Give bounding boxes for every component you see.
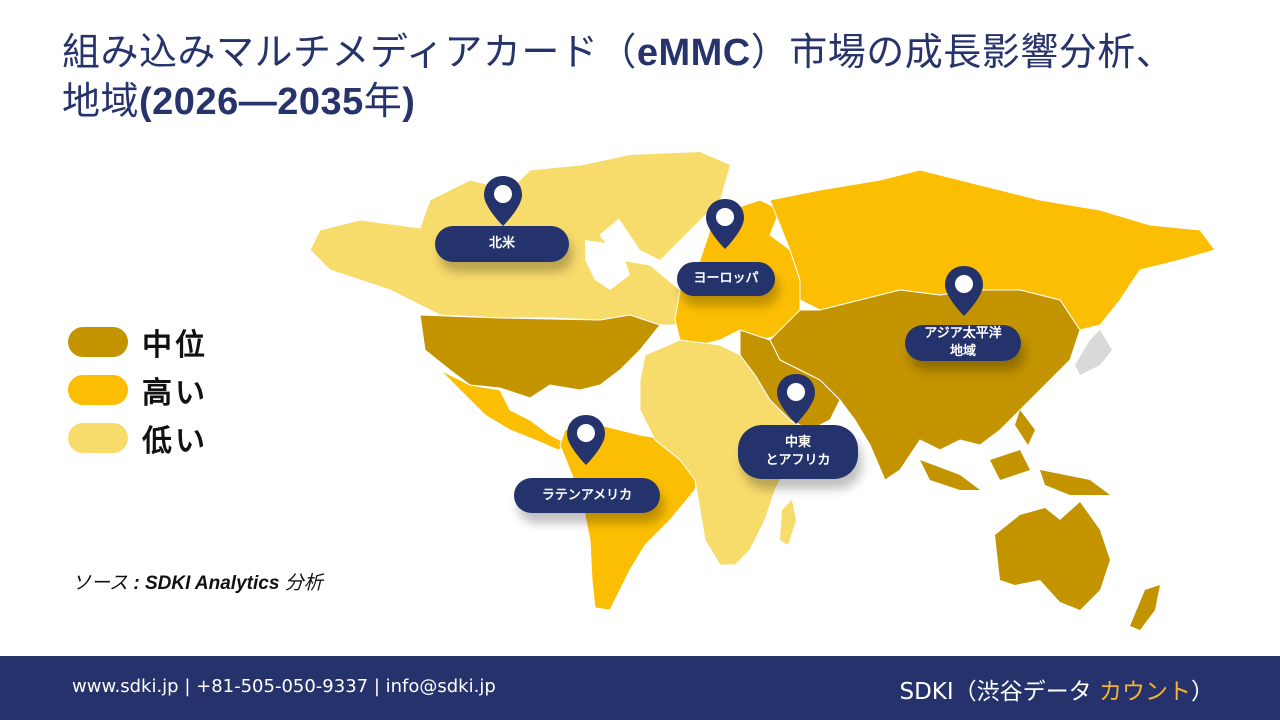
- footer: www.sdki.jp | +81-505-050-9337 | info@sd…: [0, 656, 1280, 720]
- legend-label: 低い: [142, 424, 208, 459]
- location-pin-icon: [945, 266, 983, 316]
- greenland-region: [560, 152, 730, 260]
- title-text: 組み込みマルチメディアカード（: [62, 30, 637, 74]
- title-years: (2026—2035: [139, 81, 364, 123]
- title-line-1: 組み込みマルチメディアカード（eMMC）市場の成長影響分析、: [62, 28, 1242, 77]
- source-prefix: ソース: [72, 573, 134, 594]
- footer-contact[interactable]: www.sdki.jp | +81-505-050-9337 | info@sd…: [72, 676, 496, 697]
- location-pin-icon: [567, 415, 605, 465]
- australia-region: [995, 502, 1110, 610]
- source-note: ソース : SDKI Analytics 分析: [72, 568, 323, 595]
- title-year-kanji: 年: [363, 79, 403, 123]
- africa-region: [639, 339, 806, 566]
- title-line-2: 地域(2026—2035年): [62, 77, 1242, 126]
- brand-main: SDKI（渋谷データ: [899, 679, 1099, 705]
- usa-region: [419, 314, 661, 399]
- brand-end: ）: [1191, 679, 1214, 705]
- location-pin-icon: [777, 374, 815, 424]
- brand-accent: カウント: [1099, 679, 1191, 705]
- location-pin-icon: [484, 176, 522, 226]
- page-title: 組み込みマルチメディアカード（eMMC）市場の成長影響分析、 地域(2026—2…: [62, 28, 1242, 126]
- legend-item-low: 低い: [68, 414, 208, 462]
- legend-swatch-low: [68, 423, 128, 453]
- legend-item-high: 高い: [68, 366, 208, 414]
- japan-region: [1075, 330, 1112, 375]
- region-label-north-america[interactable]: 北米: [435, 226, 569, 262]
- location-pin-icon: [706, 199, 744, 249]
- legend-item-medium: 中位: [68, 318, 208, 366]
- region-label-asia-pacific[interactable]: アジア太平洋 地域: [905, 325, 1021, 361]
- title-region: 地域: [62, 79, 140, 123]
- region-label-europe[interactable]: ヨーロッパ: [677, 262, 775, 296]
- source-suffix: 分析: [284, 573, 323, 594]
- legend-swatch-high: [68, 375, 128, 405]
- footer-brand: SDKI（渋谷データ カウント）: [900, 672, 1215, 706]
- title-paren: ): [402, 81, 416, 123]
- title-emmc: eMMC: [636, 32, 751, 74]
- legend: 中位 高い 低い: [68, 318, 208, 462]
- region-label-middle-east-africa[interactable]: 中東 とアフリカ: [738, 425, 858, 479]
- region-label-latin-america[interactable]: ラテンアメリカ: [514, 478, 660, 513]
- se-asia-region: [920, 410, 1110, 495]
- source-text: : SDKI Analytics: [133, 573, 285, 594]
- legend-label: 中位: [142, 328, 208, 363]
- title-text-2: ）市場の成長影響分析、: [750, 30, 1175, 74]
- legend-label: 高い: [142, 376, 208, 411]
- legend-swatch-medium: [68, 327, 128, 357]
